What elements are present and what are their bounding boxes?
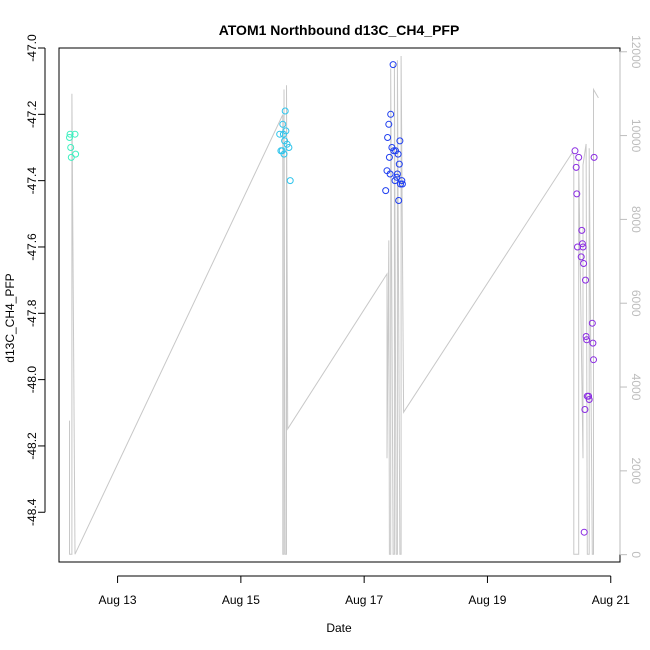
- data-point: [590, 153, 598, 161]
- data-point: [385, 153, 393, 161]
- data-point: [571, 147, 579, 155]
- data-point: [582, 333, 590, 340]
- data-point: [583, 336, 591, 344]
- secondary-line-layer: [69, 55, 599, 555]
- data-point: [398, 180, 406, 188]
- plot-frame: [58, 47, 621, 563]
- data-point: [66, 134, 73, 141]
- data-point: [589, 339, 597, 347]
- data-point: [391, 177, 399, 185]
- data-point: [590, 356, 597, 364]
- data-point: [397, 180, 404, 188]
- y2-tick-label: 2000: [629, 457, 643, 484]
- data-point: [577, 253, 585, 261]
- x-tick-label: Aug 19: [468, 593, 506, 607]
- series-3: [382, 61, 406, 204]
- series-1: [66, 130, 80, 161]
- data-point: [573, 190, 581, 198]
- data-point: [394, 150, 402, 158]
- data-point: [395, 197, 403, 204]
- y2-tick-label: 10000: [629, 119, 643, 153]
- data-point: [580, 260, 588, 267]
- data-point: [585, 396, 593, 403]
- data-point: [384, 134, 392, 141]
- data-point: [282, 127, 290, 135]
- data-point: [283, 140, 291, 148]
- y-tick-label: -47.8: [25, 299, 39, 327]
- data-point: [393, 173, 401, 181]
- y2-tick-label: 4000: [629, 374, 643, 401]
- x-tick-label: Aug 13: [99, 593, 137, 607]
- data-point: [389, 61, 397, 69]
- data-point: [581, 406, 589, 413]
- x-tick-label: Aug 17: [345, 593, 383, 607]
- x-tick-label: Aug 21: [592, 593, 630, 607]
- data-point: [572, 163, 580, 171]
- data-point: [578, 226, 586, 234]
- data-point: [387, 110, 395, 118]
- x-tick-label: Aug 15: [222, 593, 260, 607]
- chart-title: ATOM1 Northbound d13C_CH4_PFP: [219, 22, 460, 38]
- data-point: [393, 170, 401, 178]
- data-point: [395, 160, 403, 168]
- series-4: [571, 147, 598, 536]
- data-point: [286, 177, 294, 185]
- data-point: [575, 153, 583, 161]
- data-point: [285, 144, 293, 151]
- data-point: [281, 107, 289, 115]
- y2-tick-label: 0: [629, 551, 643, 558]
- series-2: [276, 107, 294, 185]
- y2-tick-label: 6000: [629, 290, 643, 317]
- axes-layer: Aug 13 Aug 15 Aug 17 Aug 19 Aug 21 -48.4 -48.2…: [25, 34, 643, 607]
- y-tick-label: -48.2: [25, 432, 39, 460]
- data-point: [71, 130, 79, 138]
- y-axis-label: d13C_CH4_PFP: [3, 273, 17, 362]
- data-point: [280, 150, 288, 158]
- y-tick-label: -48.4: [25, 498, 39, 526]
- y-tick-label: -47.6: [25, 233, 39, 261]
- data-point: [580, 528, 588, 536]
- y2-tick-label: 8000: [629, 206, 643, 233]
- data-point: [578, 240, 586, 248]
- data-point: [67, 153, 75, 161]
- data-point: [278, 147, 286, 155]
- y-tick-label: -48.0: [25, 366, 39, 394]
- data-point: [276, 130, 284, 138]
- secondary-series-line: [69, 55, 599, 555]
- data-point: [579, 243, 587, 251]
- y-tick-label: -47.0: [25, 34, 39, 62]
- data-point: [382, 187, 390, 195]
- data-point: [66, 130, 74, 138]
- data-point: [386, 170, 394, 178]
- data-point: [67, 144, 75, 151]
- y-tick-label: -47.4: [25, 167, 39, 195]
- data-point: [398, 177, 406, 185]
- x-axis-label: Date: [326, 621, 352, 635]
- data-point: [585, 392, 593, 400]
- y2-tick-label: 12000: [629, 35, 643, 69]
- data-point: [279, 120, 287, 128]
- points-layer: [66, 61, 598, 536]
- y-tick-label: -47.2: [25, 100, 39, 128]
- data-point: [588, 319, 596, 327]
- data-point: [385, 120, 393, 128]
- data-point: [582, 276, 589, 284]
- data-point: [396, 137, 404, 145]
- data-point: [72, 150, 80, 158]
